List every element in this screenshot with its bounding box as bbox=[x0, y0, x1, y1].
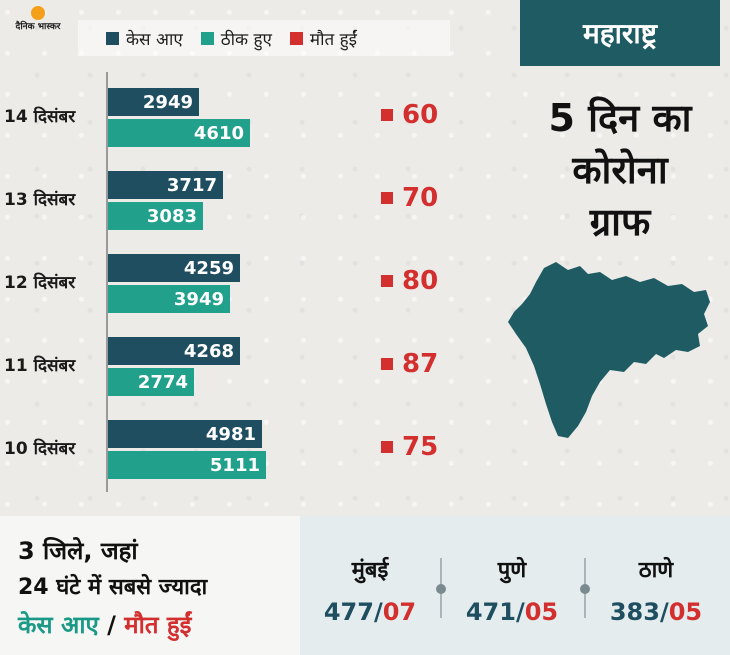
legend-swatch-cases bbox=[106, 31, 119, 45]
death-marker: 60 bbox=[381, 100, 438, 130]
bar-value-label: 4268 bbox=[183, 340, 234, 362]
district-values: 471/05 bbox=[442, 598, 582, 626]
legend-item-cases: केस आए bbox=[106, 27, 183, 50]
bar-value-label: 2949 bbox=[142, 91, 193, 113]
death-value-label: 87 bbox=[402, 349, 439, 379]
top-districts-section: 3 जिले, जहां 24 घंटे में सबसे ज्यादा केस… bbox=[0, 516, 730, 655]
heading-line-2: 24 घंटे में सबसे ज्यादा bbox=[18, 575, 208, 600]
maharashtra-map-icon bbox=[508, 262, 710, 438]
bar-cases: 4259 bbox=[108, 254, 240, 282]
graph-title: 5 दिन का कोरोना ग्राफ bbox=[520, 92, 720, 248]
heading-line-1: 3 जिले, जहां bbox=[18, 537, 138, 565]
district-deaths: 05 bbox=[668, 598, 703, 626]
category-label: 11 दिसंबर bbox=[4, 356, 76, 376]
brand-logo: दैनिक भास्कर bbox=[12, 6, 64, 52]
bar-recovered: 4610 bbox=[108, 119, 250, 147]
heading-separator: / bbox=[98, 611, 125, 639]
heading-line-3: केस आए / मौत हुईं bbox=[18, 608, 191, 641]
death-value-label: 75 bbox=[402, 432, 439, 462]
death-marker: 70 bbox=[381, 183, 438, 213]
district-divider bbox=[436, 558, 446, 618]
district-cases: 477 bbox=[323, 598, 374, 626]
bar-cases: 4268 bbox=[108, 337, 240, 365]
bar-recovered: 3949 bbox=[108, 285, 230, 313]
death-marker: 75 bbox=[381, 432, 438, 462]
death-value-label: 60 bbox=[402, 100, 439, 130]
death-square-icon bbox=[381, 192, 393, 204]
state-label-box: महाराष्ट्र bbox=[520, 0, 720, 66]
brand-name: दैनिक भास्कर bbox=[15, 22, 61, 32]
bar-recovered: 5111 bbox=[108, 451, 266, 479]
death-marker: 87 bbox=[381, 349, 438, 379]
bar-cases: 4981 bbox=[108, 420, 262, 448]
bar-value-label: 3717 bbox=[166, 174, 217, 196]
bar-recovered: 3083 bbox=[108, 202, 203, 230]
bar-value-label: 4610 bbox=[193, 122, 244, 144]
chart-legend: केस आए ठीक हुए मौत हुईं bbox=[78, 20, 450, 56]
category-label: 14 दिसंबर bbox=[4, 107, 76, 127]
bar-value-label: 4259 bbox=[183, 257, 234, 279]
sun-icon bbox=[31, 6, 45, 20]
district-values: 477/07 bbox=[300, 598, 440, 626]
district-values: 383/05 bbox=[586, 598, 726, 626]
death-square-icon bbox=[381, 358, 393, 370]
bar-recovered: 2774 bbox=[108, 368, 194, 396]
bar-value-label: 5111 bbox=[209, 454, 260, 476]
death-value-label: 70 bbox=[402, 183, 439, 213]
info-panel: महाराष्ट्र 5 दिन का कोरोना ग्राफ bbox=[508, 0, 720, 510]
legend-swatch-deaths bbox=[289, 31, 303, 45]
legend-label-recovered: ठीक हुए bbox=[220, 29, 272, 50]
district-card: पुणे 471/05 bbox=[442, 516, 582, 655]
legend-swatch-recovered bbox=[200, 31, 214, 45]
district-divider bbox=[580, 558, 590, 618]
legend-item-recovered: ठीक हुए bbox=[200, 27, 272, 50]
graph-title-line: ग्राफ bbox=[589, 200, 651, 244]
districts-heading: 3 जिले, जहां 24 घंटे में सबसे ज्यादा केस… bbox=[0, 516, 300, 655]
legend-label-deaths: मौत हुईं bbox=[309, 29, 357, 50]
legend-item-deaths: मौत हुईं bbox=[289, 27, 357, 50]
bar-cases: 3717 bbox=[108, 171, 223, 199]
slash-separator: / bbox=[659, 598, 669, 626]
slash-separator: / bbox=[515, 598, 525, 626]
district-name: पुणे bbox=[497, 558, 527, 583]
district-deaths: 07 bbox=[382, 598, 417, 626]
graph-title-line: 5 दिन का bbox=[548, 96, 692, 140]
district-name: मुंबई bbox=[351, 558, 389, 583]
heading-deaths-text: मौत हुईं bbox=[124, 611, 192, 639]
district-deaths: 05 bbox=[524, 598, 559, 626]
district-card: ठाणे 383/05 bbox=[586, 516, 726, 655]
bar-value-label: 2774 bbox=[137, 371, 188, 393]
bar-cases: 2949 bbox=[108, 88, 199, 116]
category-label: 12 दिसंबर bbox=[4, 273, 76, 293]
category-label: 13 दिसंबर bbox=[4, 190, 76, 210]
slash-separator: / bbox=[373, 598, 383, 626]
district-cases: 471 bbox=[465, 598, 516, 626]
chart-axis-line bbox=[106, 72, 108, 492]
bar-value-label: 4981 bbox=[205, 423, 256, 445]
death-square-icon bbox=[381, 441, 393, 453]
death-value-label: 80 bbox=[402, 266, 439, 296]
death-square-icon bbox=[381, 109, 393, 121]
graph-title-line: कोरोना bbox=[572, 148, 668, 192]
death-marker: 80 bbox=[381, 266, 438, 296]
district-cases: 383 bbox=[609, 598, 660, 626]
district-card: मुंबई 477/07 bbox=[300, 516, 440, 655]
district-name: ठाणे bbox=[638, 558, 674, 583]
death-square-icon bbox=[381, 275, 393, 287]
bar-value-label: 3083 bbox=[146, 205, 197, 227]
heading-cases-text: केस आए bbox=[18, 611, 99, 639]
legend-label-cases: केस आए bbox=[126, 29, 183, 50]
districts-list: मुंबई 477/07 पुणे 471/05 ठाणे 383/05 bbox=[300, 516, 730, 655]
state-name: महाराष्ट्र bbox=[583, 17, 657, 50]
category-label: 10 दिसंबर bbox=[4, 439, 76, 459]
bar-value-label: 3949 bbox=[173, 288, 224, 310]
